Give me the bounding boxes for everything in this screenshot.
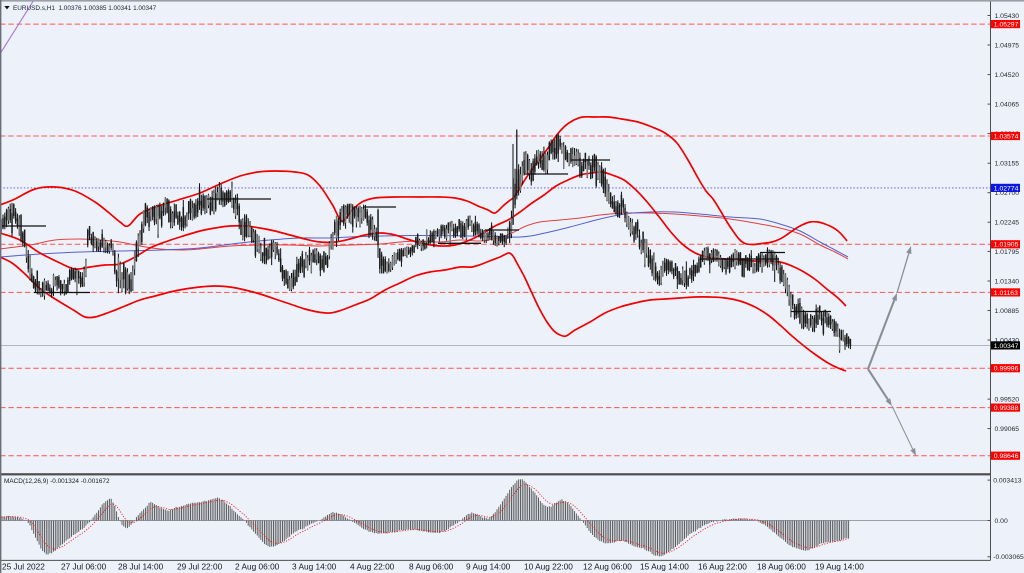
svg-text:1.02700: 1.02700 [995, 190, 1020, 197]
svg-text:1.04520: 1.04520 [995, 72, 1020, 79]
svg-text:1.00347: 1.00347 [994, 343, 1019, 350]
svg-text:1.05430: 1.05430 [995, 13, 1020, 20]
svg-text:1.01340: 1.01340 [995, 278, 1020, 285]
svg-text:3 Aug 14:00: 3 Aug 14:00 [292, 562, 337, 572]
svg-text:10 Aug 22:00: 10 Aug 22:00 [524, 562, 573, 572]
svg-text:8 Aug 06:00: 8 Aug 06:00 [409, 562, 454, 572]
svg-text:1.01905: 1.01905 [994, 242, 1019, 249]
svg-text:1.04975: 1.04975 [995, 42, 1020, 49]
svg-text:29 Jul 22:00: 29 Jul 22:00 [177, 562, 223, 572]
svg-text:0.99996: 0.99996 [994, 366, 1019, 373]
svg-text:19 Aug 14:00: 19 Aug 14:00 [815, 562, 864, 572]
svg-text:1.05297: 1.05297 [994, 22, 1019, 29]
svg-text:1.02774: 1.02774 [994, 185, 1019, 192]
svg-text:0.99520: 0.99520 [995, 397, 1020, 404]
svg-text:0.99065: 0.99065 [995, 426, 1020, 433]
svg-text:12 Aug 06:00: 12 Aug 06:00 [583, 562, 632, 572]
svg-text:0.98646: 0.98646 [994, 453, 1019, 460]
svg-text:27 Jul 06:00: 27 Jul 06:00 [61, 562, 107, 572]
svg-text:18 Aug 06:00: 18 Aug 06:00 [757, 562, 806, 572]
svg-text:1.03574: 1.03574 [994, 133, 1019, 140]
svg-text:1.01163: 1.01163 [994, 290, 1018, 297]
svg-text:28 Jul 14:00: 28 Jul 14:00 [118, 562, 164, 572]
svg-text:15 Aug 14:00: 15 Aug 14:00 [640, 562, 689, 572]
svg-text:1.00430: 1.00430 [995, 337, 1020, 344]
svg-text:-0.003065: -0.003065 [993, 554, 1024, 561]
svg-text:1.00885: 1.00885 [995, 308, 1020, 315]
svg-text:0.00: 0.00 [995, 518, 1008, 525]
svg-text:2 Aug 06:00: 2 Aug 06:00 [235, 562, 280, 572]
svg-text:9 Aug 14:00: 9 Aug 14:00 [466, 562, 511, 572]
svg-text:EURUSD.s,H1 1.00376 1.00385 1: EURUSD.s,H1 1.00376 1.00385 1.00341 1.00… [13, 5, 157, 12]
svg-text:16 Aug 22:00: 16 Aug 22:00 [698, 562, 747, 572]
svg-text:0.003413: 0.003413 [993, 478, 1022, 485]
svg-text:1.01795: 1.01795 [995, 249, 1020, 256]
svg-text:1.04065: 1.04065 [995, 102, 1020, 109]
svg-text:25 Jul 2022: 25 Jul 2022 [2, 562, 45, 572]
svg-text:MACD(12,26,9) -0.001324 -0.001: MACD(12,26,9) -0.001324 -0.001672 [4, 478, 110, 485]
svg-text:1.02245: 1.02245 [995, 220, 1020, 227]
svg-text:4 Aug 22:00: 4 Aug 22:00 [350, 562, 395, 572]
svg-text:1.03155: 1.03155 [995, 161, 1020, 168]
svg-text:0.99388: 0.99388 [994, 405, 1019, 412]
